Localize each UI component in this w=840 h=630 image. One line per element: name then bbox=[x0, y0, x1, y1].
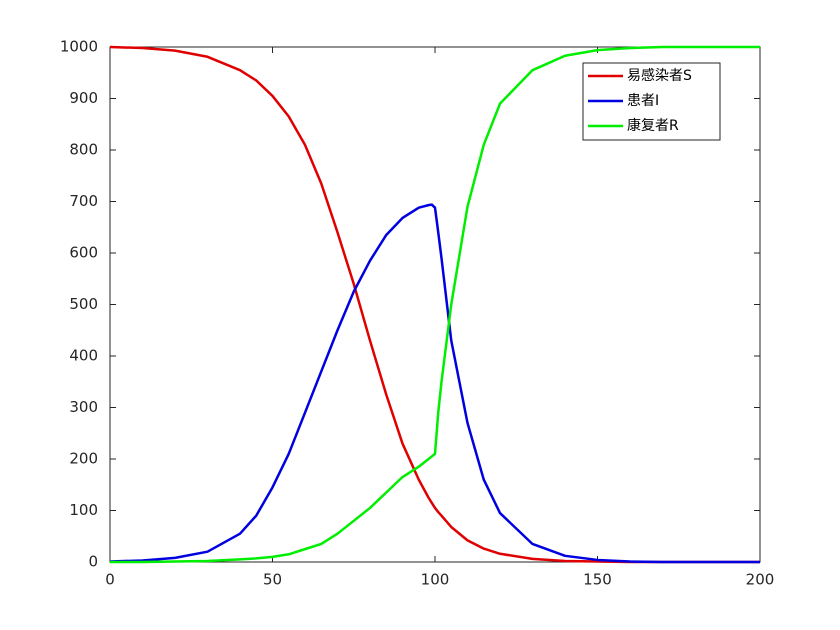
y-tick-label: 600 bbox=[69, 244, 98, 262]
y-tick-label: 1000 bbox=[60, 38, 98, 56]
y-tick-label: 700 bbox=[69, 192, 98, 210]
line bbox=[110, 45, 760, 564]
line bbox=[109, 45, 760, 564]
x-tick-label: 100 bbox=[421, 571, 450, 589]
x-tick-label: 50 bbox=[263, 571, 282, 589]
legend-label: 康复者R bbox=[627, 117, 679, 134]
y-tick-label: 500 bbox=[69, 295, 98, 313]
y-tick-label: 400 bbox=[69, 347, 98, 365]
y-tick-label: 0 bbox=[88, 553, 98, 571]
y-tick-label: 900 bbox=[69, 89, 98, 107]
y-tick-label: 800 bbox=[69, 141, 98, 159]
legend-label: 患者I bbox=[627, 93, 659, 109]
x-tick-label: 0 bbox=[105, 571, 115, 589]
x-tick-label: 150 bbox=[583, 571, 612, 589]
legend-label: 易感染者S bbox=[627, 67, 692, 84]
x-tick-label: 200 bbox=[746, 571, 775, 589]
line bbox=[109, 203, 760, 564]
y-tick-label: 300 bbox=[69, 398, 98, 416]
legend: 易感染者S 患者I 康复者R bbox=[582, 62, 721, 141]
y-tick-label: 100 bbox=[69, 501, 98, 519]
y-tick-label: 200 bbox=[69, 450, 98, 468]
